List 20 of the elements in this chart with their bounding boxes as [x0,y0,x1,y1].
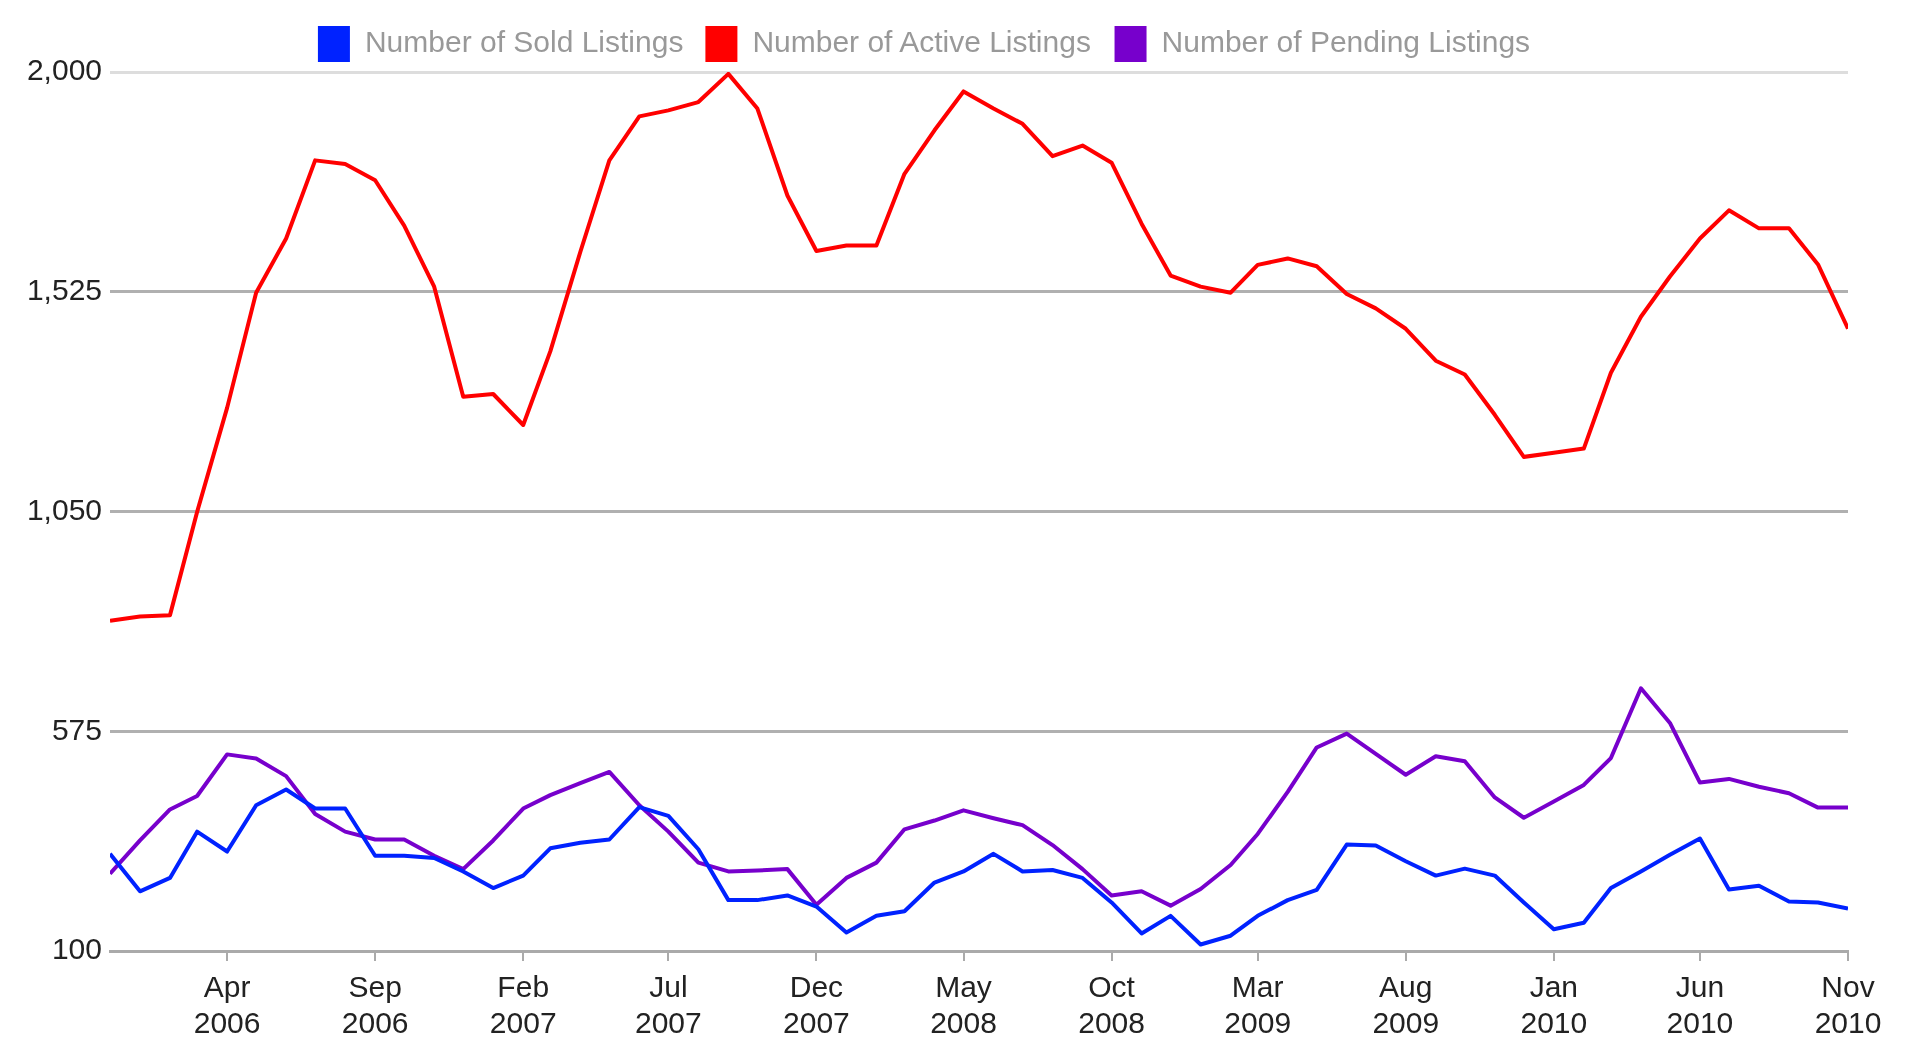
y-tick-label: 1,525 [26,273,102,307]
x-tick-label: Dec 2007 [783,970,850,1040]
x-tick-label: Jul 2007 [634,970,702,1040]
x-tick-label: Apr 2006 [193,970,261,1040]
legend-label: Number of Pending Listings [1161,25,1531,59]
y-tick-label: 2,000 [26,53,102,87]
x-tick-label: Feb 2007 [489,970,557,1040]
x-tick-label: Oct 2008 [1078,970,1145,1040]
x-tick-label: Aug 2009 [1372,970,1440,1040]
x-tick-label: Jun 2010 [1666,970,1734,1040]
y-tick-label: 100 [51,932,102,966]
y-tick-label: 575 [51,712,102,746]
x-tick-label: Mar 2009 [1224,970,1292,1040]
legend-label: Number of Sold Listings [364,25,684,59]
y-tick-label: 1,050 [26,492,102,526]
x-tick-label: Sep 2006 [341,970,409,1040]
x-tick-label: Jan 2010 [1520,970,1588,1040]
x-tick-label: Nov 2010 [1814,970,1882,1040]
legend-label: Number of Active Listings [752,25,1091,59]
x-tick-label: May 2008 [930,970,997,1040]
